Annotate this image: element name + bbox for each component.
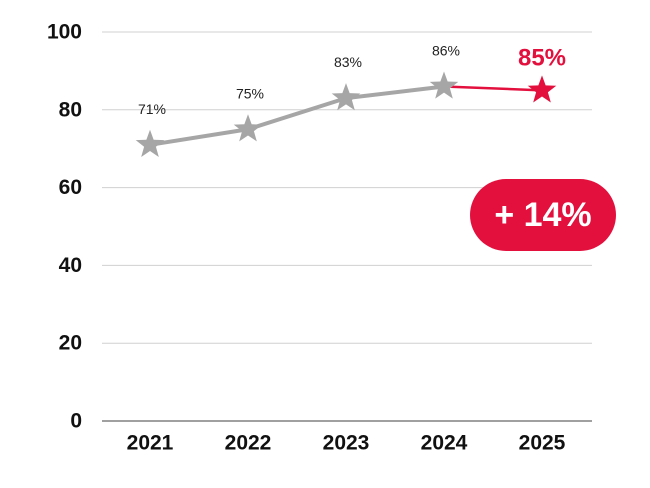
gridlines xyxy=(102,31,592,422)
data-label: 75% xyxy=(236,85,264,101)
y-tick-label: 80 xyxy=(59,98,82,121)
data-labels: 71% 75% 83% 86% 85% xyxy=(138,42,566,116)
star-marker xyxy=(135,129,165,157)
highlight-segment xyxy=(443,85,543,92)
series xyxy=(135,71,557,157)
x-axis: 2021 2022 2023 2024 2025 xyxy=(127,432,566,455)
y-axis: 0 20 40 60 80 100 xyxy=(47,21,82,433)
highlight-star-marker xyxy=(527,75,557,103)
change-badge-background xyxy=(470,179,616,251)
x-tick-label: 2022 xyxy=(225,432,272,455)
y-tick-label: 100 xyxy=(47,21,82,44)
star-marker xyxy=(233,114,263,142)
y-tick-label: 0 xyxy=(70,410,82,433)
x-tick-label: 2021 xyxy=(127,432,174,455)
data-label: 83% xyxy=(334,54,362,70)
star-marker xyxy=(429,71,459,99)
change-badge-text: + 14% xyxy=(494,196,591,234)
highlight-data-label: 85% xyxy=(518,45,566,72)
series-line xyxy=(148,84,446,147)
star-marker xyxy=(331,83,361,111)
x-tick-label: 2023 xyxy=(323,432,370,455)
y-tick-label: 60 xyxy=(59,176,82,199)
y-tick-label: 40 xyxy=(59,254,82,277)
change-badge: + 14% xyxy=(470,179,616,251)
data-label: 71% xyxy=(138,101,166,117)
x-tick-label: 2025 xyxy=(519,432,566,455)
data-label: 86% xyxy=(432,42,460,58)
x-tick-label: 2024 xyxy=(421,432,468,455)
y-tick-label: 20 xyxy=(59,332,82,355)
